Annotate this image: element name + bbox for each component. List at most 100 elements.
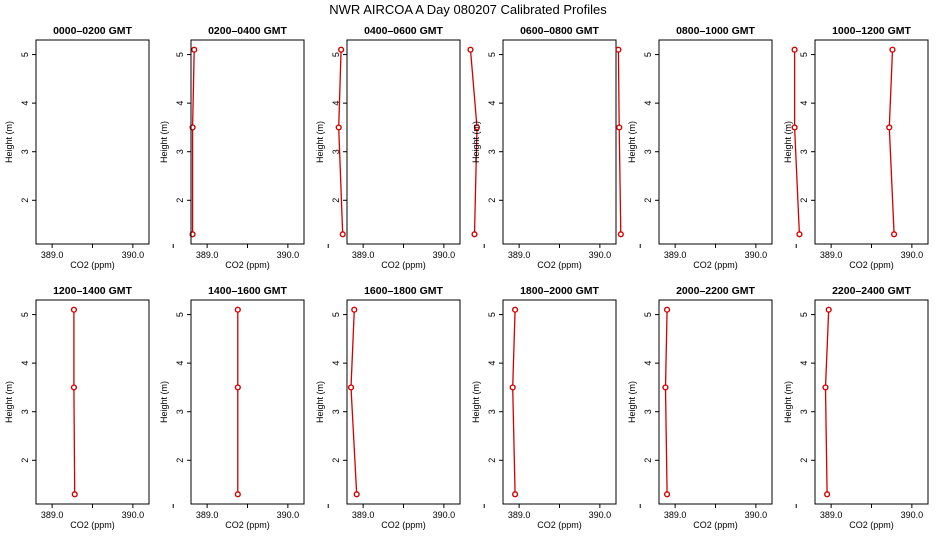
x-tick-label: 390.0 (589, 510, 612, 520)
x-tick-label: 390.0 (277, 510, 300, 520)
x-tick-label: 389.0 (664, 250, 687, 260)
y-axis-label: Height (m) (783, 121, 793, 163)
plot-frame (502, 39, 617, 245)
plot-frame (814, 39, 929, 245)
x-tick-label: 389.0 (196, 510, 219, 520)
profile-panel-8: 1400–1600 GMT 389.0 390.0 CO2 (ppm) 2 3 4 5 Heig… (159, 285, 329, 530)
x-tick-label: 390.0 (433, 510, 456, 520)
x-tick-label: 390.0 (745, 510, 768, 520)
panel-title: 0600–0800 GMT (520, 25, 599, 37)
data-point (796, 231, 803, 238)
data-point (471, 231, 478, 238)
data-point (234, 306, 241, 313)
x-tick-label: 390.0 (745, 250, 768, 260)
data-point (351, 306, 358, 313)
profile-line (888, 49, 895, 235)
y-tick-label: 5 (799, 312, 809, 317)
plot-frame (502, 299, 617, 505)
data-point (791, 46, 798, 53)
y-tick-label: 5 (331, 52, 341, 57)
y-tick-label: 2 (175, 458, 185, 463)
data-point (617, 231, 624, 238)
data-point (335, 124, 342, 131)
y-tick-label: 2 (20, 198, 30, 203)
y-tick-label: 3 (20, 409, 30, 414)
x-axis-label: CO2 (ppm) (381, 520, 426, 530)
profile-line (191, 49, 195, 235)
x-tick-label: 389.0 (820, 510, 843, 520)
y-tick-label: 2 (20, 458, 30, 463)
profile-panel-1: 0000–0200 GMT 389.0 390.0 CO2 (ppm) 2 3 4 5 Heig… (4, 25, 198, 270)
profile-line (350, 309, 358, 495)
x-tick-label: 389.0 (508, 250, 531, 260)
y-tick-label: 2 (487, 458, 497, 463)
data-point (339, 231, 346, 238)
profile-panel-10: 1800–2000 GMT 389.0 390.0 CO2 (ppm) 2 3 4 5 Heig… (471, 285, 641, 530)
data-point (791, 124, 798, 131)
y-tick-label: 3 (331, 409, 341, 414)
panel-title: 2200–2400 GMT (832, 285, 911, 297)
data-point (825, 306, 832, 313)
data-point (662, 384, 669, 391)
profile-line (512, 309, 516, 495)
x-axis-label: CO2 (ppm) (693, 520, 738, 530)
x-tick-label: 389.0 (196, 250, 219, 260)
y-tick-label: 3 (799, 149, 809, 154)
panel-grid: 0000–0200 GMT 389.0 390.0 CO2 (ppm) 2 3 4 5 Heig… (4, 25, 929, 530)
panel-title: 1400–1600 GMT (208, 285, 287, 297)
profile-line (617, 49, 622, 235)
profile-panel-5: 0800–1000 GMT 389.0 390.0 CO2 (ppm) 2 3 4 5 Heig… (627, 25, 803, 270)
y-axis-label: Height (m) (627, 121, 637, 163)
data-point (234, 491, 241, 498)
y-tick-label: 3 (331, 149, 341, 154)
data-point (71, 491, 78, 498)
profile-line (73, 309, 76, 495)
y-tick-label: 3 (799, 409, 809, 414)
y-tick-label: 3 (643, 149, 653, 154)
panel-title: 1200–1400 GMT (53, 285, 132, 297)
profile-line (824, 309, 830, 495)
y-axis-label: Height (m) (4, 121, 14, 163)
y-tick-label: 4 (799, 361, 809, 366)
data-point (886, 124, 893, 131)
y-tick-label: 3 (20, 149, 30, 154)
x-axis-label: CO2 (ppm) (849, 260, 894, 270)
y-tick-label: 3 (175, 409, 185, 414)
y-tick-label: 4 (175, 361, 185, 366)
plot-frame (346, 299, 461, 505)
y-tick-label: 5 (799, 52, 809, 57)
y-tick-label: 4 (20, 361, 30, 366)
plot-frame (35, 299, 150, 505)
y-tick-label: 4 (799, 101, 809, 106)
data-point (889, 46, 896, 53)
figure-title: NWR AIRCOA A Day 080207 Calibrated Profi… (329, 2, 607, 17)
y-tick-label: 5 (20, 52, 30, 57)
y-axis-label: Height (m) (315, 121, 325, 163)
data-point (467, 46, 474, 53)
plot-frame (190, 299, 305, 505)
x-tick-label: 389.0 (352, 250, 375, 260)
profile-panel-11: 2000–2200 GMT 389.0 390.0 CO2 (ppm) 2 3 4 5 Heig… (627, 285, 797, 530)
x-axis-label: CO2 (ppm) (225, 520, 270, 530)
y-tick-label: 2 (331, 458, 341, 463)
y-tick-label: 2 (643, 458, 653, 463)
x-axis-label: CO2 (ppm) (693, 260, 738, 270)
y-tick-label: 2 (175, 198, 185, 203)
x-tick-label: 389.0 (664, 510, 687, 520)
profile-panel-3: 0400–0600 GMT 389.0 390.0 CO2 (ppm) 2 3 4 5 Heig… (315, 25, 485, 270)
panel-title: 0400–0600 GMT (364, 25, 443, 37)
x-axis-label: CO2 (ppm) (537, 260, 582, 270)
panel-title: 1800–2000 GMT (520, 285, 599, 297)
plot-frame (346, 39, 461, 245)
y-tick-label: 5 (175, 52, 185, 57)
panel-title: 0000–0200 GMT (53, 25, 132, 37)
profile-panel-9: 1600–1800 GMT 389.0 390.0 CO2 (ppm) 2 3 4 5 Heig… (315, 285, 485, 530)
y-tick-label: 4 (175, 101, 185, 106)
plot-frame (658, 299, 773, 505)
y-tick-label: 5 (175, 312, 185, 317)
panel-title: 0200–0400 GMT (208, 25, 287, 37)
data-point (890, 231, 898, 238)
y-tick-label: 4 (331, 101, 341, 106)
x-tick-label: 390.0 (901, 250, 924, 260)
y-tick-label: 2 (331, 198, 341, 203)
